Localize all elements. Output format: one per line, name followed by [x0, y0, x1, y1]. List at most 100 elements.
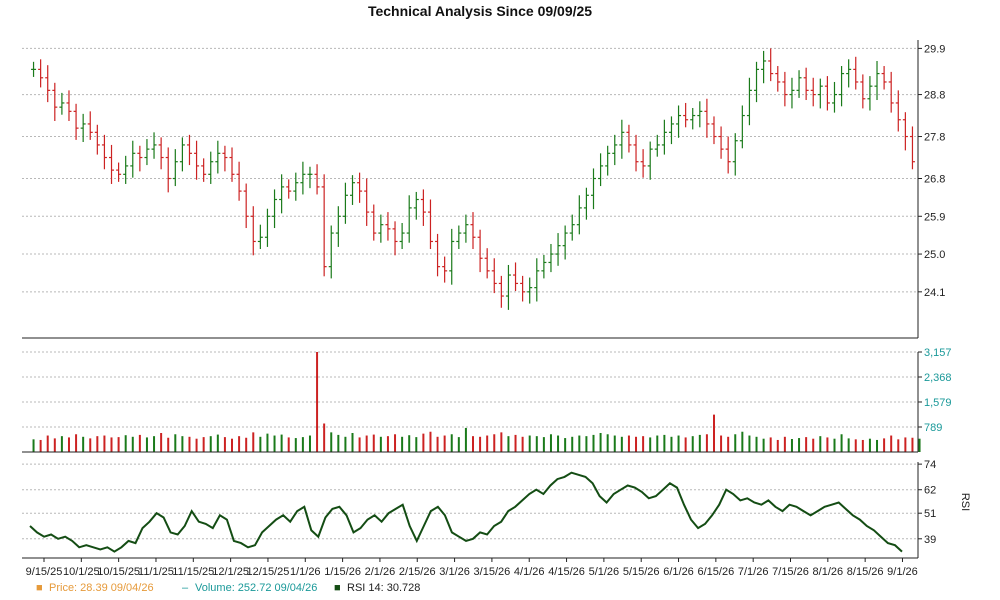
ohlc-bar	[392, 221, 398, 256]
ohlc-bar	[612, 134, 618, 166]
ohlc-bar	[165, 147, 171, 193]
ohlc-bar	[661, 119, 667, 155]
ohlc-bar	[314, 164, 320, 195]
ohlc-bar	[796, 70, 802, 98]
ohlc-bar	[824, 76, 830, 111]
ohlc-bar	[350, 175, 356, 205]
ohlc-bar	[59, 92, 65, 115]
x-tick-label: 9/1/26	[887, 566, 918, 578]
price-ohlc-bars	[31, 48, 915, 310]
volume-axis-ticks: 3,157 2,368 1,579 789	[918, 347, 952, 434]
ohlc-bar	[534, 258, 540, 302]
ohlc-bar	[342, 182, 348, 224]
rsi-tick-label: 62	[924, 485, 936, 497]
ohlc-bar	[364, 178, 370, 226]
volume-bars	[32, 352, 921, 452]
legend-label: Volume: 252.72 09/04/26	[195, 582, 317, 594]
x-tick-label: 1/1/26	[290, 566, 321, 578]
x-tick-label: 7/1/26	[738, 566, 769, 578]
ohlc-bar	[357, 172, 363, 203]
ohlc-bar	[775, 66, 781, 92]
volume-tick-label: 3,157	[924, 347, 952, 359]
x-tick-label: 3/15/26	[474, 566, 511, 578]
x-axis-ticks: 9/15/25 10/1/2510/15/2511/1/2511/15/2512/…	[26, 558, 918, 578]
x-tick-label: 8/15/26	[847, 566, 884, 578]
chart-legend: ■ Price: 28.39 09/04/26 – Volume: 252.72 09…	[36, 582, 420, 594]
price-tick-label: 25.9	[924, 211, 945, 223]
ohlc-bar	[810, 77, 816, 107]
ohlc-bar	[676, 105, 682, 138]
ohlc-bar	[505, 264, 511, 310]
ohlc-bar	[690, 107, 696, 130]
price-tick-label: 26.8	[924, 174, 945, 186]
legend-label: Price: 28.39 09/04/26	[49, 582, 154, 594]
x-tick-label: 6/15/26	[698, 566, 735, 578]
ohlc-bar	[846, 59, 852, 88]
ohlc-bar	[498, 275, 504, 308]
ohlc-bar	[66, 90, 72, 122]
volume-tick-label: 1,579	[924, 397, 952, 409]
legend-label: RSI 14: 30.728	[347, 582, 420, 594]
ohlc-bar	[449, 228, 455, 285]
chart-title: Technical Analysis Since 09/09/25	[368, 3, 592, 19]
ohlc-bar	[605, 145, 611, 176]
ohlc-bar	[725, 136, 731, 174]
ohlc-bar	[101, 134, 107, 170]
ohlc-bar	[463, 214, 469, 243]
ohlc-bar	[73, 103, 79, 140]
price-tick-label: 24.1	[924, 287, 945, 299]
ohlc-bar	[881, 66, 887, 90]
ohlc-bar	[307, 166, 313, 189]
ohlc-bar	[80, 113, 86, 142]
ohlc-bar	[222, 145, 228, 172]
rsi-tick-label: 39	[924, 534, 936, 546]
ohlc-bar	[817, 78, 823, 109]
ohlc-bar	[236, 161, 242, 201]
ohlc-bar	[895, 90, 901, 132]
ohlc-bar	[144, 139, 150, 166]
volume-tick-label: 789	[924, 422, 942, 434]
ohlc-bar	[300, 161, 306, 195]
price-tick-label: 29.9	[924, 43, 945, 55]
x-tick-label: 7/15/26	[772, 566, 809, 578]
ohlc-bar	[683, 102, 689, 128]
ohlc-bar	[761, 50, 767, 84]
x-tick-label: 12/1/25	[212, 566, 249, 578]
ohlc-bar	[179, 137, 185, 172]
ohlc-bar	[109, 144, 115, 184]
ohlc-bar	[264, 208, 270, 247]
ohlc-bar	[598, 153, 604, 187]
x-tick-label: 2/15/26	[399, 566, 436, 578]
ohlc-bar	[420, 189, 426, 226]
x-tick-label: 4/1/26	[514, 566, 545, 578]
ohlc-bar	[194, 140, 200, 180]
ohlc-bar	[513, 262, 519, 291]
ohlc-bar	[576, 195, 582, 235]
x-tick-label: 9/15/25	[26, 566, 63, 578]
ohlc-bar	[243, 183, 249, 229]
rsi-tick-label: 74	[924, 459, 936, 471]
ohlc-bar	[229, 147, 235, 182]
ohlc-bar	[754, 61, 760, 103]
ohlc-bar	[272, 189, 278, 229]
ohlc-bar	[45, 65, 51, 103]
ohlc-bar	[711, 116, 717, 145]
ohlc-bar	[697, 101, 703, 128]
ohlc-bar	[31, 61, 37, 77]
price-gridlines	[22, 47, 918, 293]
rsi-axis-label: RSI	[959, 493, 971, 511]
ohlc-bar	[442, 256, 448, 283]
ohlc-bar	[335, 206, 341, 247]
ohlc-bar	[888, 71, 894, 113]
x-tick-label: 11/1/25	[138, 566, 174, 578]
ohlc-bar	[789, 77, 795, 109]
ohlc-bar	[548, 243, 554, 273]
legend-marker: ■	[334, 582, 341, 594]
ohlc-bar	[385, 212, 391, 241]
ohlc-bar	[874, 60, 880, 101]
ohlc-bar	[647, 141, 653, 180]
ohlc-bar	[427, 199, 433, 250]
x-tick-label: 10/1/25	[63, 566, 100, 578]
rsi-tick-label: 51	[924, 508, 936, 520]
